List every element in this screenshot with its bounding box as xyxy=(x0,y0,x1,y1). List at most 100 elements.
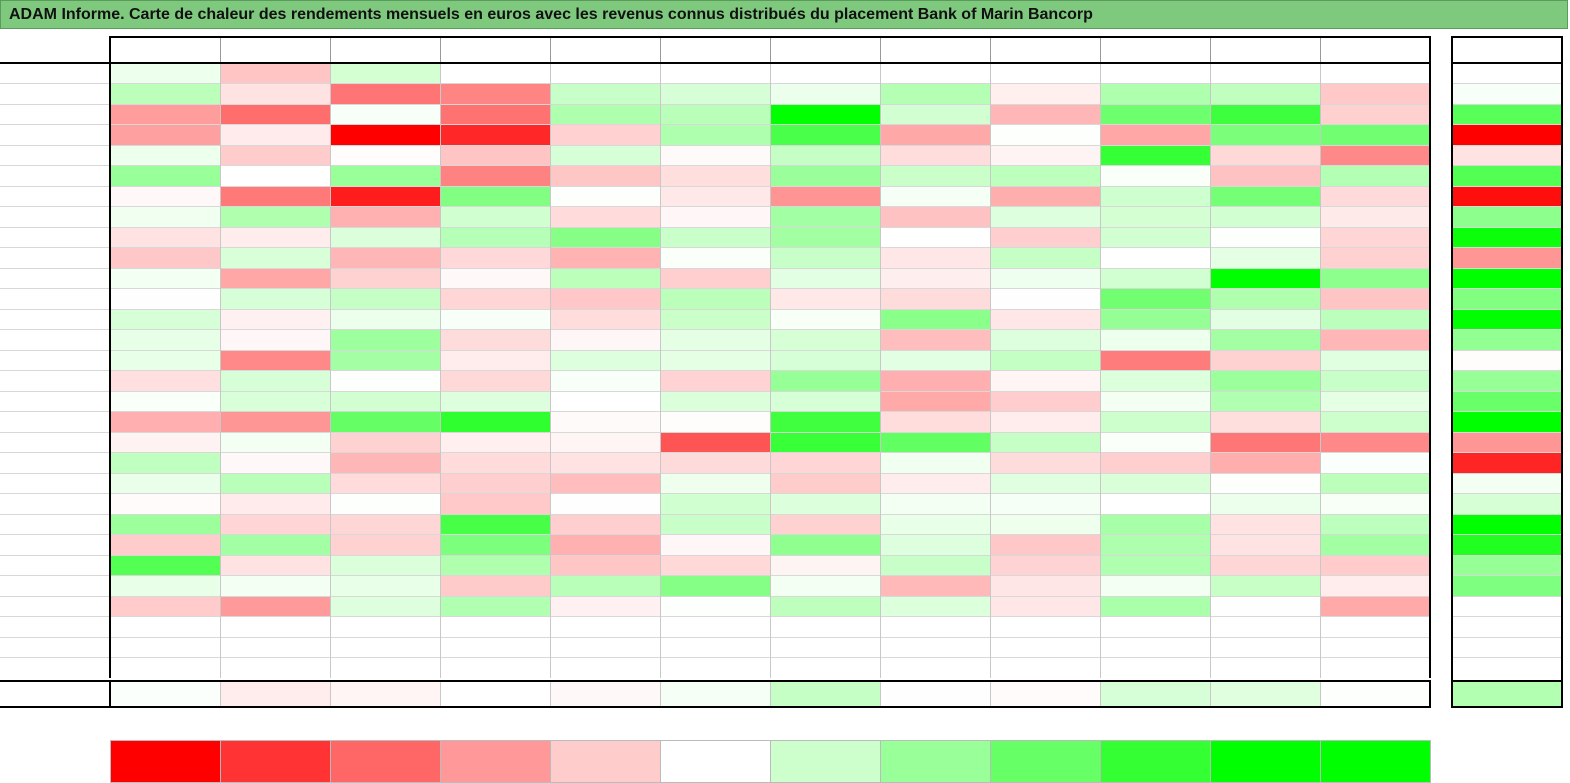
heatmap-cell xyxy=(879,247,990,268)
year-label xyxy=(0,62,110,84)
heatmap-cell xyxy=(989,83,1100,104)
heatmap-cell xyxy=(1209,636,1320,658)
heatmap-cell xyxy=(549,329,660,350)
annual-cell xyxy=(1451,247,1563,268)
annual-table xyxy=(1451,36,1563,708)
heatmap-cell xyxy=(219,513,330,535)
heatmap-cell xyxy=(549,267,660,289)
heatmap-cell xyxy=(879,83,990,104)
month-header xyxy=(769,36,880,64)
heatmap-cell xyxy=(329,554,440,576)
month-header xyxy=(549,36,660,64)
heatmap-cell xyxy=(439,452,550,473)
year-row xyxy=(0,349,1431,371)
heatmap-cell xyxy=(1099,247,1210,268)
heatmap-cell xyxy=(219,329,330,350)
heatmap-cell xyxy=(769,62,880,84)
year-row xyxy=(0,616,1431,637)
heatmap-cell xyxy=(439,575,550,596)
heatmap-cell xyxy=(549,62,660,84)
annual-average-cell xyxy=(1451,680,1563,708)
heatmap-cell xyxy=(219,165,330,186)
heatmap-cell xyxy=(439,288,550,309)
heatmap-cell xyxy=(109,452,220,473)
year-label xyxy=(0,247,110,268)
heatmap-cell xyxy=(1319,124,1431,145)
heatmap-cell xyxy=(1099,288,1210,309)
heatmap-cell xyxy=(109,616,220,637)
heatmap-cell xyxy=(439,390,550,412)
heatmap-cell xyxy=(1209,267,1320,289)
year-row xyxy=(0,267,1431,289)
year-label xyxy=(0,452,110,473)
heatmap-cell xyxy=(1209,83,1320,104)
heatmap-cell xyxy=(879,124,990,145)
heatmap-cell xyxy=(439,493,550,514)
year-label xyxy=(0,349,110,371)
heatmap-cell xyxy=(109,431,220,453)
heatmap-cell xyxy=(549,288,660,309)
heatmap-cell xyxy=(1319,493,1431,514)
heatmap-cell xyxy=(1099,226,1210,248)
average-cell xyxy=(1099,680,1210,708)
heatmap-cell xyxy=(1209,144,1320,166)
heatmap-cell xyxy=(769,83,880,104)
heatmap-cell xyxy=(109,493,220,514)
year-row xyxy=(0,329,1431,350)
heatmap-cell xyxy=(329,103,440,125)
heatmap-cell xyxy=(1319,288,1431,309)
year-label xyxy=(0,267,110,289)
heatmap-cell xyxy=(109,185,220,207)
heatmap-cell xyxy=(549,308,660,330)
heatmap-cell xyxy=(439,144,550,166)
heatmap-cell xyxy=(439,83,550,104)
heatmap-cell xyxy=(879,431,990,453)
heatmap-cell xyxy=(769,554,880,576)
heatmap-cell xyxy=(1099,534,1210,555)
heatmap-cell xyxy=(659,472,770,494)
year-row xyxy=(0,575,1431,596)
month-header xyxy=(219,36,330,64)
heatmap-cell xyxy=(1209,206,1320,227)
year-label xyxy=(0,554,110,576)
heatmap-cell xyxy=(549,636,660,658)
heatmap-cell xyxy=(219,575,330,596)
year-label xyxy=(0,411,110,432)
heatmap-cell xyxy=(109,267,220,289)
annual-cell xyxy=(1451,185,1563,207)
heatmap-cell xyxy=(1319,185,1431,207)
heatmap-cell xyxy=(329,452,440,473)
heatmap-cell xyxy=(439,349,550,371)
heatmap-cell xyxy=(769,144,880,166)
annual-cell xyxy=(1451,165,1563,186)
heatmap-cell xyxy=(329,185,440,207)
heatmap-cell xyxy=(219,124,330,145)
heatmap-cell xyxy=(989,329,1100,350)
heatmap-cell xyxy=(659,554,770,576)
annual-cell xyxy=(1451,308,1563,330)
heatmap-cell xyxy=(219,431,330,453)
heatmap-cell xyxy=(1319,267,1431,289)
month-header xyxy=(1099,36,1210,64)
heatmap-cell xyxy=(989,370,1100,391)
heatmap-cell xyxy=(109,124,220,145)
heatmap-cell xyxy=(1209,616,1320,637)
heatmap-cell xyxy=(549,83,660,104)
heatmap-cell xyxy=(1319,206,1431,227)
heatmap-cell xyxy=(109,226,220,248)
month-header xyxy=(109,36,220,64)
heatmap-cell xyxy=(659,636,770,658)
heatmap-cell xyxy=(989,411,1100,432)
heatmap-cell xyxy=(1099,308,1210,330)
heatmap-cell xyxy=(769,452,880,473)
year-label xyxy=(0,103,110,125)
heatmap-cell xyxy=(769,534,880,555)
heatmap-cell xyxy=(659,62,770,84)
heatmap-cell xyxy=(329,308,440,330)
year-row xyxy=(0,62,1431,84)
average-cell xyxy=(109,680,220,708)
heatmap-cell xyxy=(549,124,660,145)
heatmap-cell xyxy=(439,247,550,268)
average-cell xyxy=(439,680,550,708)
heatmap-cell xyxy=(1209,390,1320,412)
